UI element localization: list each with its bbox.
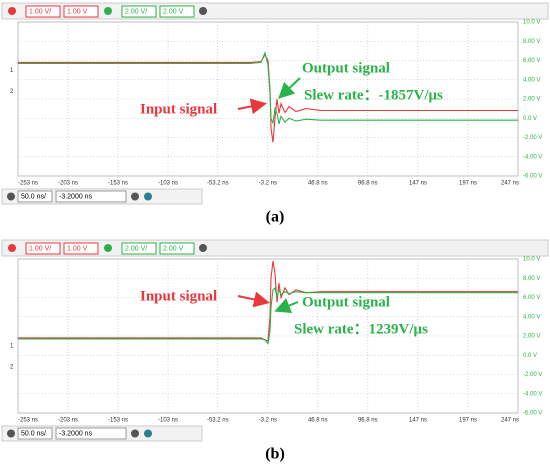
- y-tick-label: -4.00 V: [523, 391, 542, 397]
- toolbar-field: [25, 242, 61, 255]
- toolbar-field: [63, 242, 99, 255]
- y-tick-label: 6.00 V: [523, 295, 540, 301]
- annotation: Input signal: [140, 288, 217, 304]
- channel-icon: [8, 7, 16, 15]
- channel-icon: [8, 244, 16, 252]
- x-tick-label: 147 ns: [409, 418, 427, 424]
- x-tick-label: -203 ns: [58, 418, 78, 424]
- y-tick-label: 6.00 V: [523, 58, 540, 64]
- panel-label: (b): [265, 446, 285, 463]
- control-icon: [131, 429, 139, 438]
- panel: 1.00 V/1.00 V 2.00 V/2.00 V -253 ns -203 ns…: [1, 2, 549, 226]
- y-tick-label: 0.0 V: [523, 353, 537, 359]
- channel-icon: [104, 7, 112, 15]
- y-tick-label: 2.00 V: [523, 97, 540, 103]
- toolbar-field: [63, 5, 99, 18]
- y-tick-label: 10.0 V: [523, 20, 540, 26]
- x-tick-label: -253 ns: [18, 418, 38, 424]
- channel-marker: 2: [10, 364, 14, 370]
- x-tick-label: 147 ns: [409, 181, 427, 187]
- annotation: Slew rate：-1857V/μs: [304, 87, 443, 103]
- x-tick-label: -203 ns: [58, 181, 78, 187]
- arrow: [237, 291, 270, 308]
- toolbar-text: 2.00 V: [163, 8, 184, 15]
- channel-marker: 2: [10, 89, 14, 95]
- annotation: Input signal: [140, 101, 217, 117]
- toolbar-field: [55, 427, 127, 440]
- annotation: Slew rate：1239V/μs: [294, 321, 428, 337]
- toolbar-text: 1.00 V/: [29, 8, 51, 15]
- arrow: [278, 77, 301, 99]
- toolbar-text: -3.2000 ns: [59, 193, 93, 200]
- x-tick-label: -3.2 ns: [259, 418, 277, 424]
- control-icon: [144, 192, 152, 201]
- y-tick-label: -6.00 V: [523, 411, 542, 417]
- signal-line: [18, 286, 518, 346]
- annotation: Output signal: [302, 60, 390, 76]
- toolbar-field: [17, 427, 53, 440]
- control-icon: [144, 429, 152, 438]
- y-tick-label: 2.00 V: [523, 334, 540, 340]
- y-tick-label: 8.00 V: [523, 276, 540, 282]
- arrow: [274, 298, 299, 313]
- x-tick-label: 96.8 ns: [358, 181, 378, 187]
- toolbar-field: [55, 190, 127, 203]
- y-tick-label: -2.00 V: [523, 135, 542, 141]
- toolbar-text: 2.00 V: [163, 245, 184, 252]
- y-tick-label: -2.00 V: [523, 372, 542, 378]
- control-icon: [131, 192, 139, 201]
- signal-line: [18, 53, 518, 143]
- x-tick-label: -3.2 ns: [259, 181, 277, 187]
- x-tick-label: -53.2 ns: [207, 418, 229, 424]
- toolbar-text: -3.2000 ns: [59, 430, 93, 437]
- timebase-icon: [7, 429, 15, 438]
- x-tick-label: -103 ns: [158, 418, 178, 424]
- toolbar-field: [159, 242, 195, 255]
- toolbar-text: 2.00 V/: [125, 8, 147, 15]
- toolbar-text: 1.00 V: [67, 245, 88, 252]
- x-tick-label: 96.8 ns: [358, 418, 378, 424]
- channel-marker: 1: [10, 344, 14, 350]
- toolbar-text: 1.00 V: [67, 8, 88, 15]
- toolbar-field: [17, 190, 53, 203]
- x-tick-label: 197 ns: [459, 418, 477, 424]
- toolbar-text: 1.00 V/: [29, 245, 51, 252]
- x-tick-label: -153 ns: [108, 418, 128, 424]
- toolbar-field: [121, 5, 157, 18]
- y-tick-label: 4.00 V: [523, 77, 540, 83]
- x-tick-label: -253 ns: [18, 181, 38, 187]
- x-tick-label: 46.8 ns: [308, 181, 328, 187]
- toolbar-text: 2.00 V/: [125, 245, 147, 252]
- toolbar-field: [159, 5, 195, 18]
- y-tick-label: -6.00 V: [523, 174, 542, 180]
- add-button: [199, 7, 207, 15]
- channel-icon: [104, 244, 112, 252]
- toolbar-text: 50.0 ns/: [21, 430, 46, 437]
- x-tick-label: -53.2 ns: [207, 181, 229, 187]
- toolbar-text: 50.0 ns/: [21, 193, 46, 200]
- x-tick-label: 247 ns: [501, 181, 519, 187]
- x-tick-label: -153 ns: [108, 181, 128, 187]
- x-tick-label: -103 ns: [158, 181, 178, 187]
- signal-line: [18, 51, 518, 126]
- x-tick-label: 247 ns: [501, 418, 519, 424]
- x-tick-label: 197 ns: [459, 181, 477, 187]
- x-tick-label: 46.8 ns: [308, 418, 328, 424]
- y-tick-label: 4.00 V: [523, 314, 540, 320]
- panel: 1.00 V/1.00 V 2.00 V/2.00 V -253 ns -203 ns…: [1, 239, 549, 463]
- channel-marker: 1: [10, 68, 14, 74]
- y-tick-label: -4.00 V: [523, 154, 542, 160]
- y-tick-label: 0.0 V: [523, 116, 537, 122]
- arrow: [237, 98, 267, 115]
- panel-label: (a): [266, 209, 285, 226]
- timebase-icon: [7, 192, 15, 201]
- add-button: [199, 244, 207, 252]
- toolbar-field: [121, 242, 157, 255]
- annotation: Output signal: [302, 294, 390, 310]
- y-tick-label: 8.00 V: [523, 39, 540, 45]
- toolbar-field: [25, 5, 61, 18]
- y-tick-label: 10.0 V: [523, 257, 540, 263]
